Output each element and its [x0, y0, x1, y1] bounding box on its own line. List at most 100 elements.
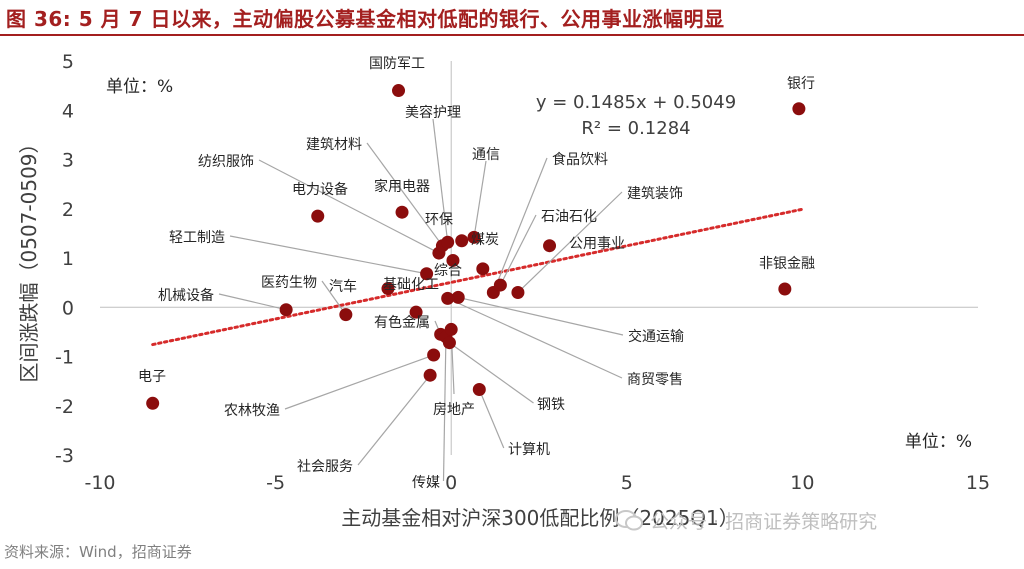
- leader-line: [357, 374, 431, 466]
- point-label: 公用事业: [569, 236, 625, 252]
- data-point: [381, 282, 395, 296]
- data-point: [427, 348, 441, 362]
- point-label: 商贸零售: [627, 372, 683, 388]
- title-rule: [0, 34, 1024, 36]
- data-point: [423, 368, 437, 382]
- data-point: [441, 235, 455, 249]
- leader-line: [449, 342, 534, 404]
- leader-line: [284, 354, 434, 410]
- x-tick-label: 10: [790, 472, 814, 494]
- x-tick-label: 0: [445, 472, 457, 494]
- data-point: [409, 305, 423, 319]
- point-label: 食品饮料: [552, 151, 608, 168]
- point-label: 农林牧渔: [224, 403, 280, 419]
- data-point: [279, 303, 293, 317]
- data-point: [543, 239, 557, 253]
- x-tick-label: -5: [266, 472, 285, 494]
- data-point: [444, 322, 458, 336]
- x-tick-label: 15: [966, 472, 990, 494]
- data-point: [792, 102, 806, 116]
- data-point: [511, 285, 525, 299]
- point-label: 计算机: [508, 442, 550, 458]
- point-label: 国防军工: [369, 56, 425, 72]
- point-label: 银行: [787, 76, 815, 92]
- wechat-icon: [615, 510, 643, 531]
- data-point: [451, 290, 465, 304]
- y-axis-label: 区间涨跌幅（0507-0509）: [17, 133, 41, 382]
- scatter-chart: -10 -5 0 5 10 15543210-1-2-3主动基金相对沪深300低配比例（2…: [17, 51, 990, 530]
- y-tick-label: 2: [62, 199, 74, 221]
- trendline: [151, 207, 804, 347]
- r-squared: R² = 0.1284: [581, 118, 690, 139]
- watermark: 公众号 · 招商证券策略研究: [614, 504, 877, 536]
- data-point: [472, 382, 486, 396]
- point-label: 轻工制造: [169, 230, 225, 246]
- data-point: [446, 253, 460, 267]
- data-point: [476, 262, 490, 276]
- point-label: 石油石化: [541, 209, 597, 225]
- source-note: 资料来源：Wind，招商证券: [4, 543, 192, 561]
- figure-title: 图 36: 5 月 7 日以来，主动偏股公募基金相对低配的银行、公用事业涨幅明显: [6, 7, 725, 31]
- point-label: 汽车: [329, 278, 357, 295]
- y-tick-label: 5: [62, 51, 74, 73]
- leader-line: [478, 389, 505, 449]
- point-label: 综合: [434, 263, 462, 279]
- point-label: 社会服务: [297, 459, 353, 475]
- leader-line: [218, 293, 287, 311]
- leader-line: [442, 336, 447, 482]
- leader-line: [517, 191, 623, 293]
- point-label: 家用电器: [374, 178, 430, 195]
- watermark-text: 公众号 · 招商证券策略研究: [650, 510, 878, 533]
- point-label: 基础化工: [383, 276, 439, 293]
- data-point: [146, 396, 160, 410]
- point-label: 钢铁: [537, 397, 565, 413]
- data-point: [493, 278, 507, 292]
- data-point: [339, 308, 353, 322]
- point-label: 机械设备: [158, 287, 214, 304]
- leader-line: [229, 235, 427, 275]
- title-bar: 图 36: 5 月 7 日以来，主动偏股公募基金相对低配的银行、公用事业涨幅明显: [0, 0, 1024, 36]
- leader-line: [432, 118, 449, 243]
- trend-equation: y = 0.1485x + 0.5049: [536, 92, 736, 113]
- y-tick-label: 4: [62, 100, 74, 122]
- y-tick-label: 1: [62, 248, 74, 270]
- x-tick-label: 5: [621, 472, 633, 494]
- point-label: 通信: [472, 147, 500, 163]
- leader-line: [321, 280, 347, 315]
- leader-line: [366, 142, 443, 247]
- data-point: [467, 230, 481, 244]
- data-point: [455, 234, 469, 248]
- leader-line: [499, 214, 537, 286]
- y-tick-label: 3: [62, 150, 74, 172]
- data-point: [420, 267, 434, 281]
- x-tick-label: -10: [84, 472, 115, 494]
- unit-label-top-left: 单位：%: [106, 77, 173, 97]
- point-label: 电子: [138, 369, 166, 385]
- point-label: 建筑装饰: [627, 186, 683, 202]
- point-label: 纺织服饰: [198, 154, 254, 170]
- y-tick-label: 0: [62, 297, 74, 319]
- data-point: [311, 209, 325, 223]
- point-label: 有色金属: [374, 314, 430, 331]
- data-point: [392, 84, 406, 98]
- y-tick-label: -1: [55, 347, 74, 369]
- point-label: 电力设备: [292, 181, 348, 198]
- data-point: [441, 291, 455, 305]
- unit-label-bottom-right: 单位：%: [905, 432, 972, 452]
- data-point: [778, 282, 792, 296]
- point-label: 房地产: [433, 402, 475, 418]
- point-label: 交通运输: [628, 328, 684, 345]
- point-label: 医药生物: [261, 275, 317, 291]
- point-label: 煤炭: [471, 232, 499, 248]
- point-label: 传媒: [412, 475, 440, 491]
- leader-line: [458, 296, 624, 336]
- point-label: 环保: [425, 212, 453, 228]
- y-tick-label: -3: [55, 445, 74, 467]
- data-point: [442, 336, 456, 350]
- point-label: 美容护理: [405, 104, 461, 121]
- x-axis-label: 主动基金相对沪深300低配比例（2025Q1）: [341, 506, 739, 530]
- data-point: [395, 205, 409, 219]
- leader-line: [492, 157, 548, 293]
- y-tick-label: -2: [55, 396, 74, 418]
- leader-line: [447, 297, 623, 379]
